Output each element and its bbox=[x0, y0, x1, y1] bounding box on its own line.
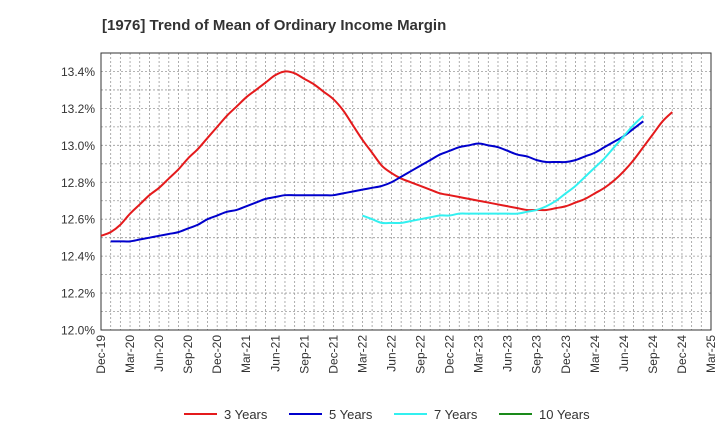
x-tick-label: Mar-22 bbox=[355, 335, 369, 373]
legend-item-5-years: 5 Years bbox=[289, 407, 373, 422]
x-tick-label: Mar-21 bbox=[239, 335, 253, 373]
y-tick-label: 13.2% bbox=[61, 102, 95, 116]
x-tick-label: Mar-25 bbox=[704, 335, 718, 373]
x-tick-label: Jun-21 bbox=[268, 335, 282, 372]
y-tick-label: 12.0% bbox=[61, 324, 95, 338]
x-tick-label: Jun-24 bbox=[617, 335, 631, 372]
y-tick-label: 12.4% bbox=[61, 250, 95, 264]
series-line-7-years bbox=[362, 115, 644, 225]
plot-frame bbox=[100, 52, 712, 331]
x-tick-label: Sep-24 bbox=[646, 335, 660, 374]
x-tick-label: Jun-23 bbox=[501, 335, 515, 372]
x-tick-label: Dec-19 bbox=[94, 335, 108, 374]
legend-label: 7 Years bbox=[434, 407, 478, 422]
x-tick-label: Sep-21 bbox=[297, 335, 311, 374]
x-tick-label: Mar-20 bbox=[123, 335, 137, 373]
series-lines bbox=[100, 70, 673, 243]
x-tick-label: Dec-22 bbox=[443, 335, 457, 374]
grid bbox=[100, 52, 712, 331]
x-tick-label: Jun-20 bbox=[152, 335, 166, 372]
y-tick-label: 13.0% bbox=[61, 139, 95, 153]
x-tick-label: Dec-20 bbox=[210, 335, 224, 374]
legend-item-10-years: 10 Years bbox=[499, 407, 590, 422]
series-line-5-years bbox=[110, 120, 644, 243]
plot-area bbox=[101, 53, 711, 330]
legend-item-7-years: 7 Years bbox=[394, 407, 478, 422]
x-tick-label: Mar-24 bbox=[588, 335, 602, 373]
y-tick-label: 12.6% bbox=[61, 213, 95, 227]
legend: 3 Years 5 Years 7 Years 10 Years bbox=[184, 407, 590, 422]
x-tick-label: Dec-23 bbox=[559, 335, 573, 374]
x-tick-label: Dec-21 bbox=[326, 335, 340, 374]
y-tick-label: 12.2% bbox=[61, 287, 95, 301]
axes: 12.0% 12.2% 12.4% 12.6% 12.8% 13.0% 13.2% 13.4%… bbox=[61, 52, 718, 374]
legend-label: 10 Years bbox=[539, 407, 590, 422]
x-tick-label: Sep-20 bbox=[181, 335, 195, 374]
legend-item-3-years: 3 Years bbox=[184, 407, 268, 422]
x-tick-label: Mar-23 bbox=[472, 335, 486, 373]
x-tick-label: Sep-23 bbox=[530, 335, 544, 374]
legend-label: 3 Years bbox=[224, 407, 268, 422]
chart-title: [1976] Trend of Mean of Ordinary Income … bbox=[102, 17, 446, 34]
y-tick-label: 12.8% bbox=[61, 176, 95, 190]
x-tick-label: Sep-22 bbox=[414, 335, 428, 374]
series-line-3-years bbox=[100, 70, 673, 237]
legend-label: 5 Years bbox=[329, 407, 373, 422]
y-tick-label: 13.4% bbox=[61, 65, 95, 79]
x-tick-label: Jun-22 bbox=[384, 335, 398, 372]
x-tick-label: Dec-24 bbox=[675, 335, 689, 374]
